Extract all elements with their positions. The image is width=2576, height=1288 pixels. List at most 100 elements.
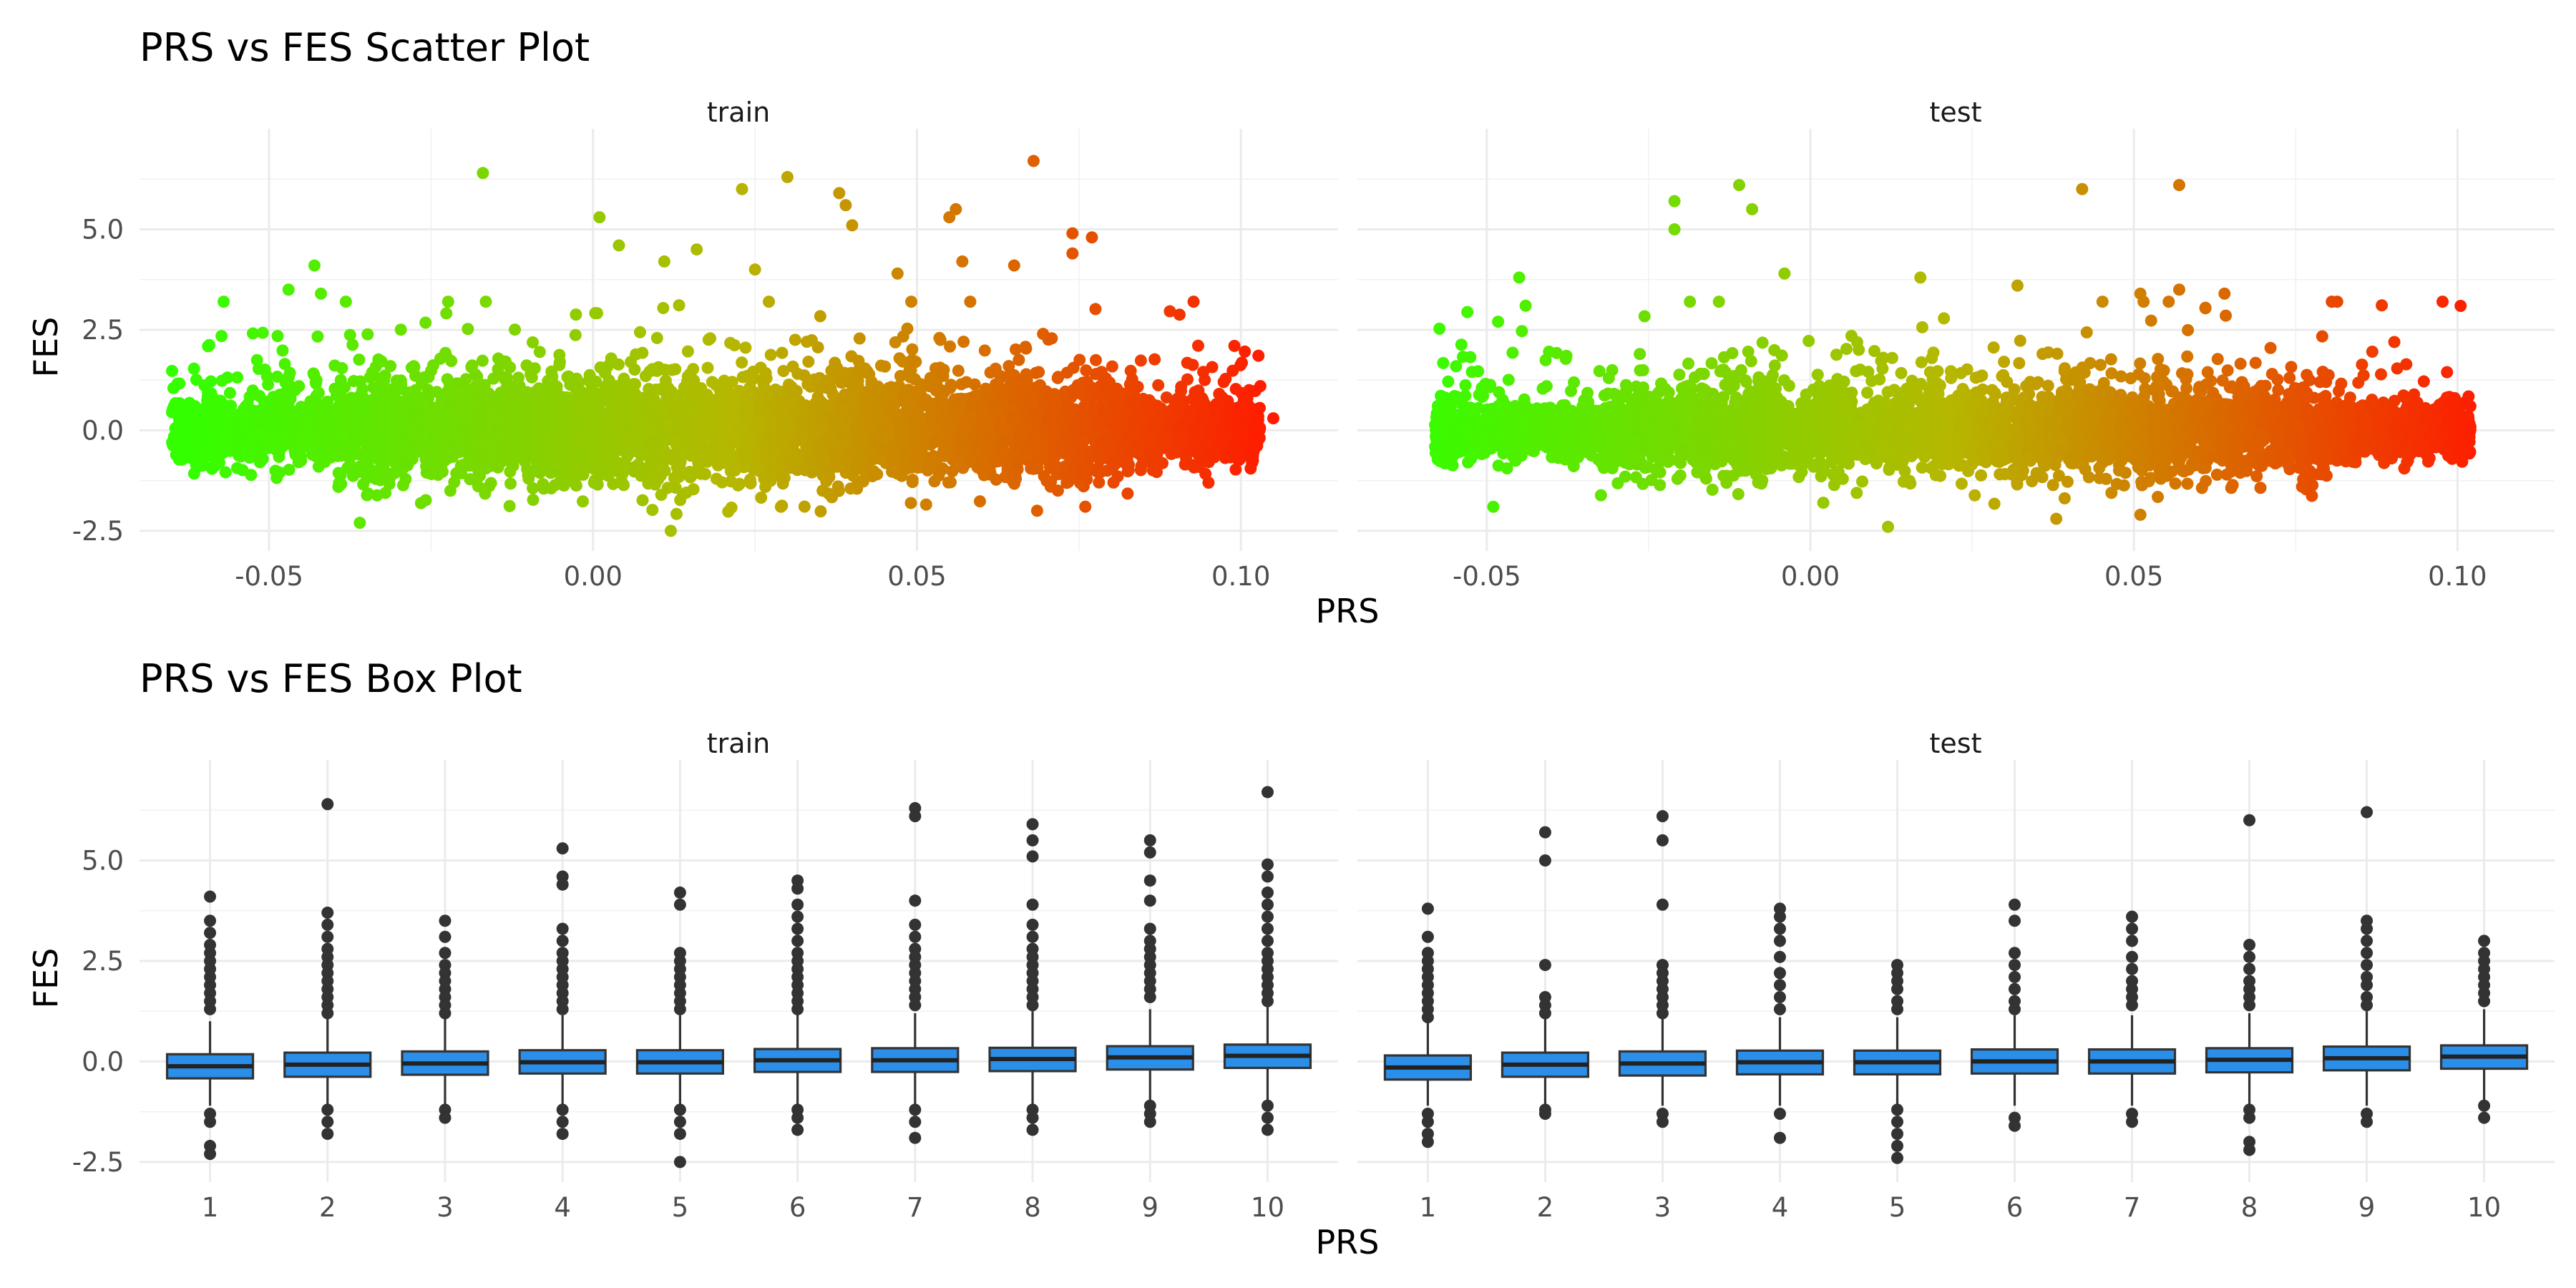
scatter-point [1148,353,1161,366]
x-tick-label: 0.00 [564,561,623,592]
scatter-point [970,443,982,456]
scatter-point [1089,303,1102,316]
scatter-point [537,482,550,495]
scatter-point [1181,356,1194,369]
scatter-point [1093,476,1106,489]
scatter-point [1150,452,1163,465]
scatter-point [384,360,397,373]
scatter-point [372,439,385,452]
scatter-point [728,436,741,449]
scatter-point [583,401,596,414]
scatter-point [223,386,236,399]
scatter-point [748,463,761,476]
scatter-point [853,332,866,345]
scatter-point [504,465,517,478]
scatter-point [509,323,522,336]
scatter-point [431,433,444,446]
scatter-point [570,308,582,321]
scatter-point [444,397,457,410]
scatter-point [215,374,228,387]
scatter-point [942,476,955,489]
scatter-point [361,489,374,502]
scatter-point [1192,384,1205,397]
scatter-point [657,301,670,314]
scatter-point [893,352,906,365]
scatter-point [1008,466,1020,479]
scatter-point [419,316,432,329]
scatter-point [585,375,598,388]
scatter-point [936,403,949,416]
scatter-point [389,467,401,479]
scatter-point [724,409,737,421]
scatter-point [339,296,352,308]
scatter-point [1135,459,1148,472]
scatter-point [1073,353,1086,366]
scatter-point [394,323,407,336]
scatter-point [367,403,380,416]
scatter-point [1060,366,1073,379]
scatter-point [231,371,244,384]
scatter-point [278,358,291,371]
scatter-point [275,390,288,403]
scatter-point [636,494,649,507]
scatter-point [336,361,348,374]
scatter-point [824,383,837,396]
scatter-point [1151,466,1163,479]
scatter-point [564,379,577,391]
scatter-point [820,471,833,484]
scatter-point [499,373,512,386]
scatter-point [1184,406,1197,419]
scatter-point [1040,474,1053,487]
scatter-point [701,361,714,374]
scatter-point [897,429,909,441]
scatter-point [669,482,682,494]
scatter-point [897,456,910,469]
scatter-point [1163,305,1176,318]
scatter-point [379,487,392,499]
scatter-point [628,363,641,376]
scatter-point [725,501,738,514]
scatter-point [992,377,1005,390]
scatter-point [1113,386,1126,399]
scatter-point [198,379,211,392]
scatter-point [492,352,504,365]
scatter-point [909,356,922,369]
scatter-point [894,370,907,383]
scatter-point [441,296,454,308]
scatter-point [1074,434,1087,447]
scatter-point [1175,381,1188,394]
scatter-point [1152,379,1165,391]
scatter-point [728,338,741,351]
scatter-point [966,399,979,411]
scatter-point [1053,445,1066,458]
scatter-point [522,469,535,482]
scatter-point [1121,487,1134,500]
scatter-point [769,447,782,460]
scatter-point [546,370,559,383]
scatter-point [246,327,259,340]
scatter-point [545,467,557,479]
scatter-point [812,441,825,454]
scatter-point [878,391,891,404]
scatter-point [1019,341,1032,353]
scatter-point [684,471,697,484]
scatter-point [295,454,308,467]
y-tick-label: 5.0 [82,214,124,245]
scatter-point [599,366,612,379]
scatter-point [681,345,694,358]
scatter-point [876,431,889,444]
scatter-point [741,409,753,422]
scatter-point [347,375,360,388]
scatter-point [1249,422,1262,435]
x-tick-label: 0.10 [1211,561,1270,592]
scatter-point [1080,364,1093,377]
scatter-point [765,417,778,430]
scatter-point [539,425,552,438]
scatter-point [762,467,775,480]
scatter-point [649,398,662,411]
scatter-point [569,328,582,341]
scatter-point [271,330,284,343]
scatter-point [529,444,542,457]
scatter-point [906,476,919,489]
